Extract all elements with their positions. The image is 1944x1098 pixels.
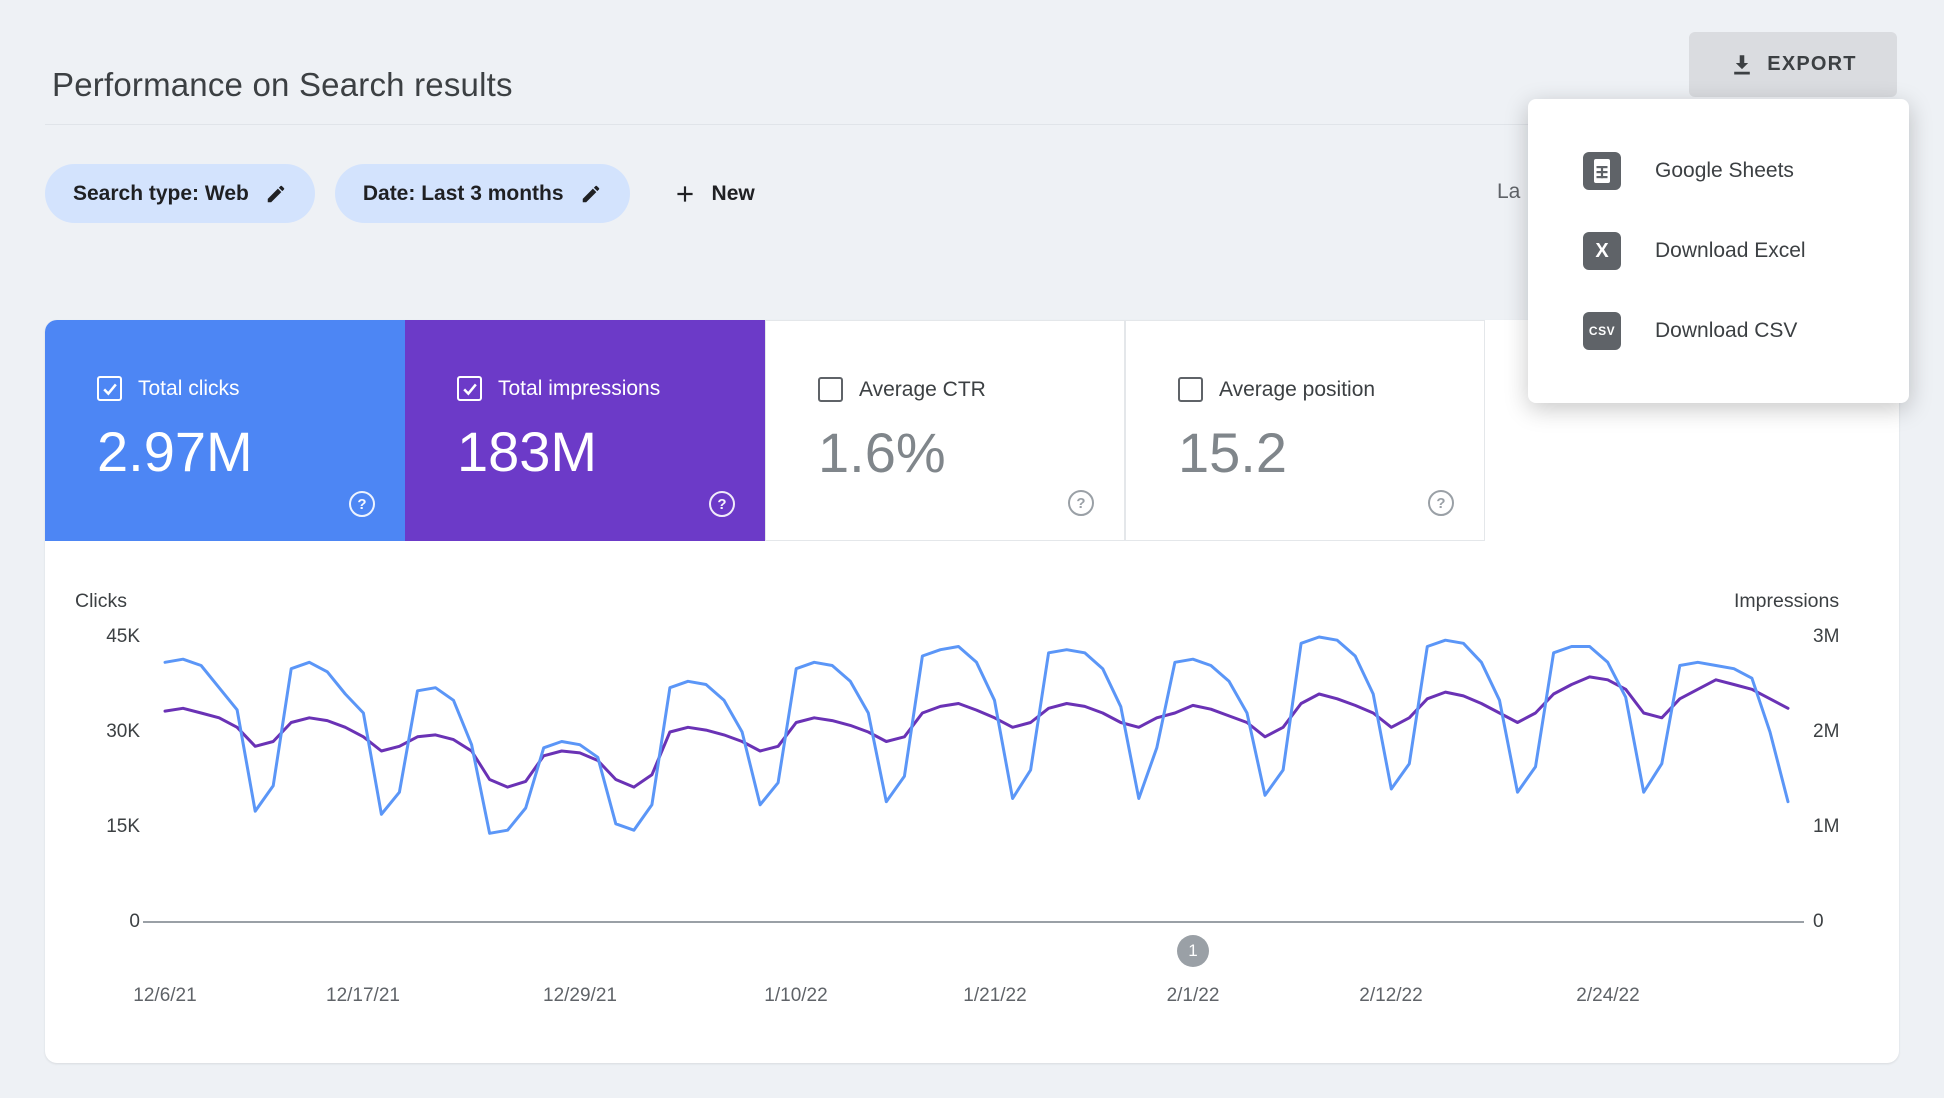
excel-icon: X — [1583, 232, 1621, 270]
x-axis-label: 2/1/22 — [1166, 985, 1220, 1006]
page-title: Performance on Search results — [52, 66, 513, 104]
menu-item-label: Download CSV — [1655, 319, 1798, 342]
average-ctr-checkbox[interactable] — [818, 377, 843, 402]
right-axis-tick: 3M — [1813, 626, 1840, 647]
total-impressions-checkbox[interactable] — [457, 376, 482, 401]
total-impressions-value: 183M — [457, 420, 598, 483]
header-divider — [45, 124, 1899, 125]
tile-header: Total clicks — [97, 376, 240, 401]
right-axis-title: Impressions — [1734, 590, 1840, 612]
average-position-tile[interactable]: Average position 15.2 ? — [1125, 320, 1485, 541]
tile-header: Total impressions — [457, 376, 660, 401]
left-axis-tick: 0 — [129, 911, 140, 932]
average-position-label: Average position — [1219, 378, 1376, 401]
total-clicks-tile[interactable]: Total clicks 2.97M ? — [45, 320, 405, 541]
x-axis-label: 1/10/22 — [764, 985, 828, 1006]
search-type-filter-chip[interactable]: Search type: Web — [45, 164, 315, 223]
menu-item-download-excel[interactable]: X Download Excel — [1528, 211, 1909, 291]
left-axis-title: Clicks — [75, 590, 127, 612]
check-icon — [102, 383, 117, 395]
new-filter-label: New — [711, 181, 755, 205]
total-clicks-checkbox[interactable] — [97, 376, 122, 401]
help-icon[interactable]: ? — [1068, 490, 1094, 516]
export-menu: Google Sheets X Download Excel CSV Downl… — [1528, 99, 1909, 403]
menu-item-google-sheets[interactable]: Google Sheets — [1528, 131, 1909, 211]
edit-pencil-icon — [267, 185, 285, 202]
x-axis-label: 2/24/22 — [1576, 985, 1640, 1006]
tile-header: Average position — [1178, 377, 1375, 402]
export-button-label: EXPORT — [1767, 53, 1857, 75]
x-axis-label: 1/21/22 — [963, 985, 1027, 1006]
plus-icon — [676, 185, 693, 202]
help-icon[interactable]: ? — [709, 491, 735, 517]
right-axis-tick: 1M — [1813, 816, 1840, 837]
menu-item-label: Google Sheets — [1655, 159, 1794, 182]
search-type-chip-label: Search type: Web — [73, 181, 249, 205]
average-ctr-value: 1.6% — [818, 421, 946, 484]
left-axis-tick: 30K — [106, 721, 140, 742]
tile-header: Average CTR — [818, 377, 986, 402]
x-axis-label: 12/6/21 — [133, 985, 197, 1006]
chart-page-badge[interactable]: 1 — [1177, 935, 1209, 967]
right-axis-tick: 0 — [1813, 911, 1824, 932]
google-sheets-icon — [1583, 152, 1621, 190]
date-chip-label: Date: Last 3 months — [362, 181, 564, 205]
performance-card: Total clicks 2.97M ? Total impressions 1… — [45, 320, 1899, 1063]
help-icon[interactable]: ? — [349, 491, 375, 517]
check-icon — [462, 383, 477, 395]
total-impressions-tile[interactable]: Total impressions 183M ? — [405, 320, 765, 541]
new-filter-button[interactable]: New — [666, 180, 761, 208]
right-axis-tick: 2M — [1813, 721, 1840, 742]
download-icon — [1734, 54, 1751, 75]
left-axis-tick: 45K — [106, 626, 140, 647]
excel-icon-letter: X — [1595, 239, 1609, 262]
average-position-checkbox[interactable] — [1178, 377, 1203, 402]
total-clicks-label: Total clicks — [138, 377, 240, 400]
last-updated-text: La — [1497, 180, 1521, 203]
export-button[interactable]: EXPORT — [1689, 32, 1897, 97]
average-ctr-tile[interactable]: Average CTR 1.6% ? — [765, 320, 1125, 541]
menu-item-download-csv[interactable]: CSV Download CSV — [1528, 291, 1909, 371]
left-axis-tick: 15K — [106, 816, 140, 837]
x-axis-label: 2/12/22 — [1359, 985, 1423, 1006]
edit-pencil-icon — [582, 185, 599, 202]
average-ctr-label: Average CTR — [859, 378, 986, 401]
total-clicks-value: 2.97M — [97, 420, 253, 483]
help-icon[interactable]: ? — [1428, 490, 1454, 516]
filter-bar: Search type: Web Date: Last 3 months New — [45, 164, 761, 223]
csv-icon-letters: CSV — [1588, 324, 1616, 338]
total-impressions-label: Total impressions — [498, 377, 661, 400]
date-filter-chip[interactable]: Date: Last 3 months — [334, 164, 630, 223]
csv-icon: CSV — [1583, 312, 1621, 350]
x-axis-label: 12/17/21 — [326, 985, 400, 1006]
average-position-value: 15.2 — [1178, 421, 1287, 484]
menu-item-label: Download Excel — [1655, 239, 1806, 262]
x-axis-label: 12/29/21 — [543, 985, 617, 1006]
